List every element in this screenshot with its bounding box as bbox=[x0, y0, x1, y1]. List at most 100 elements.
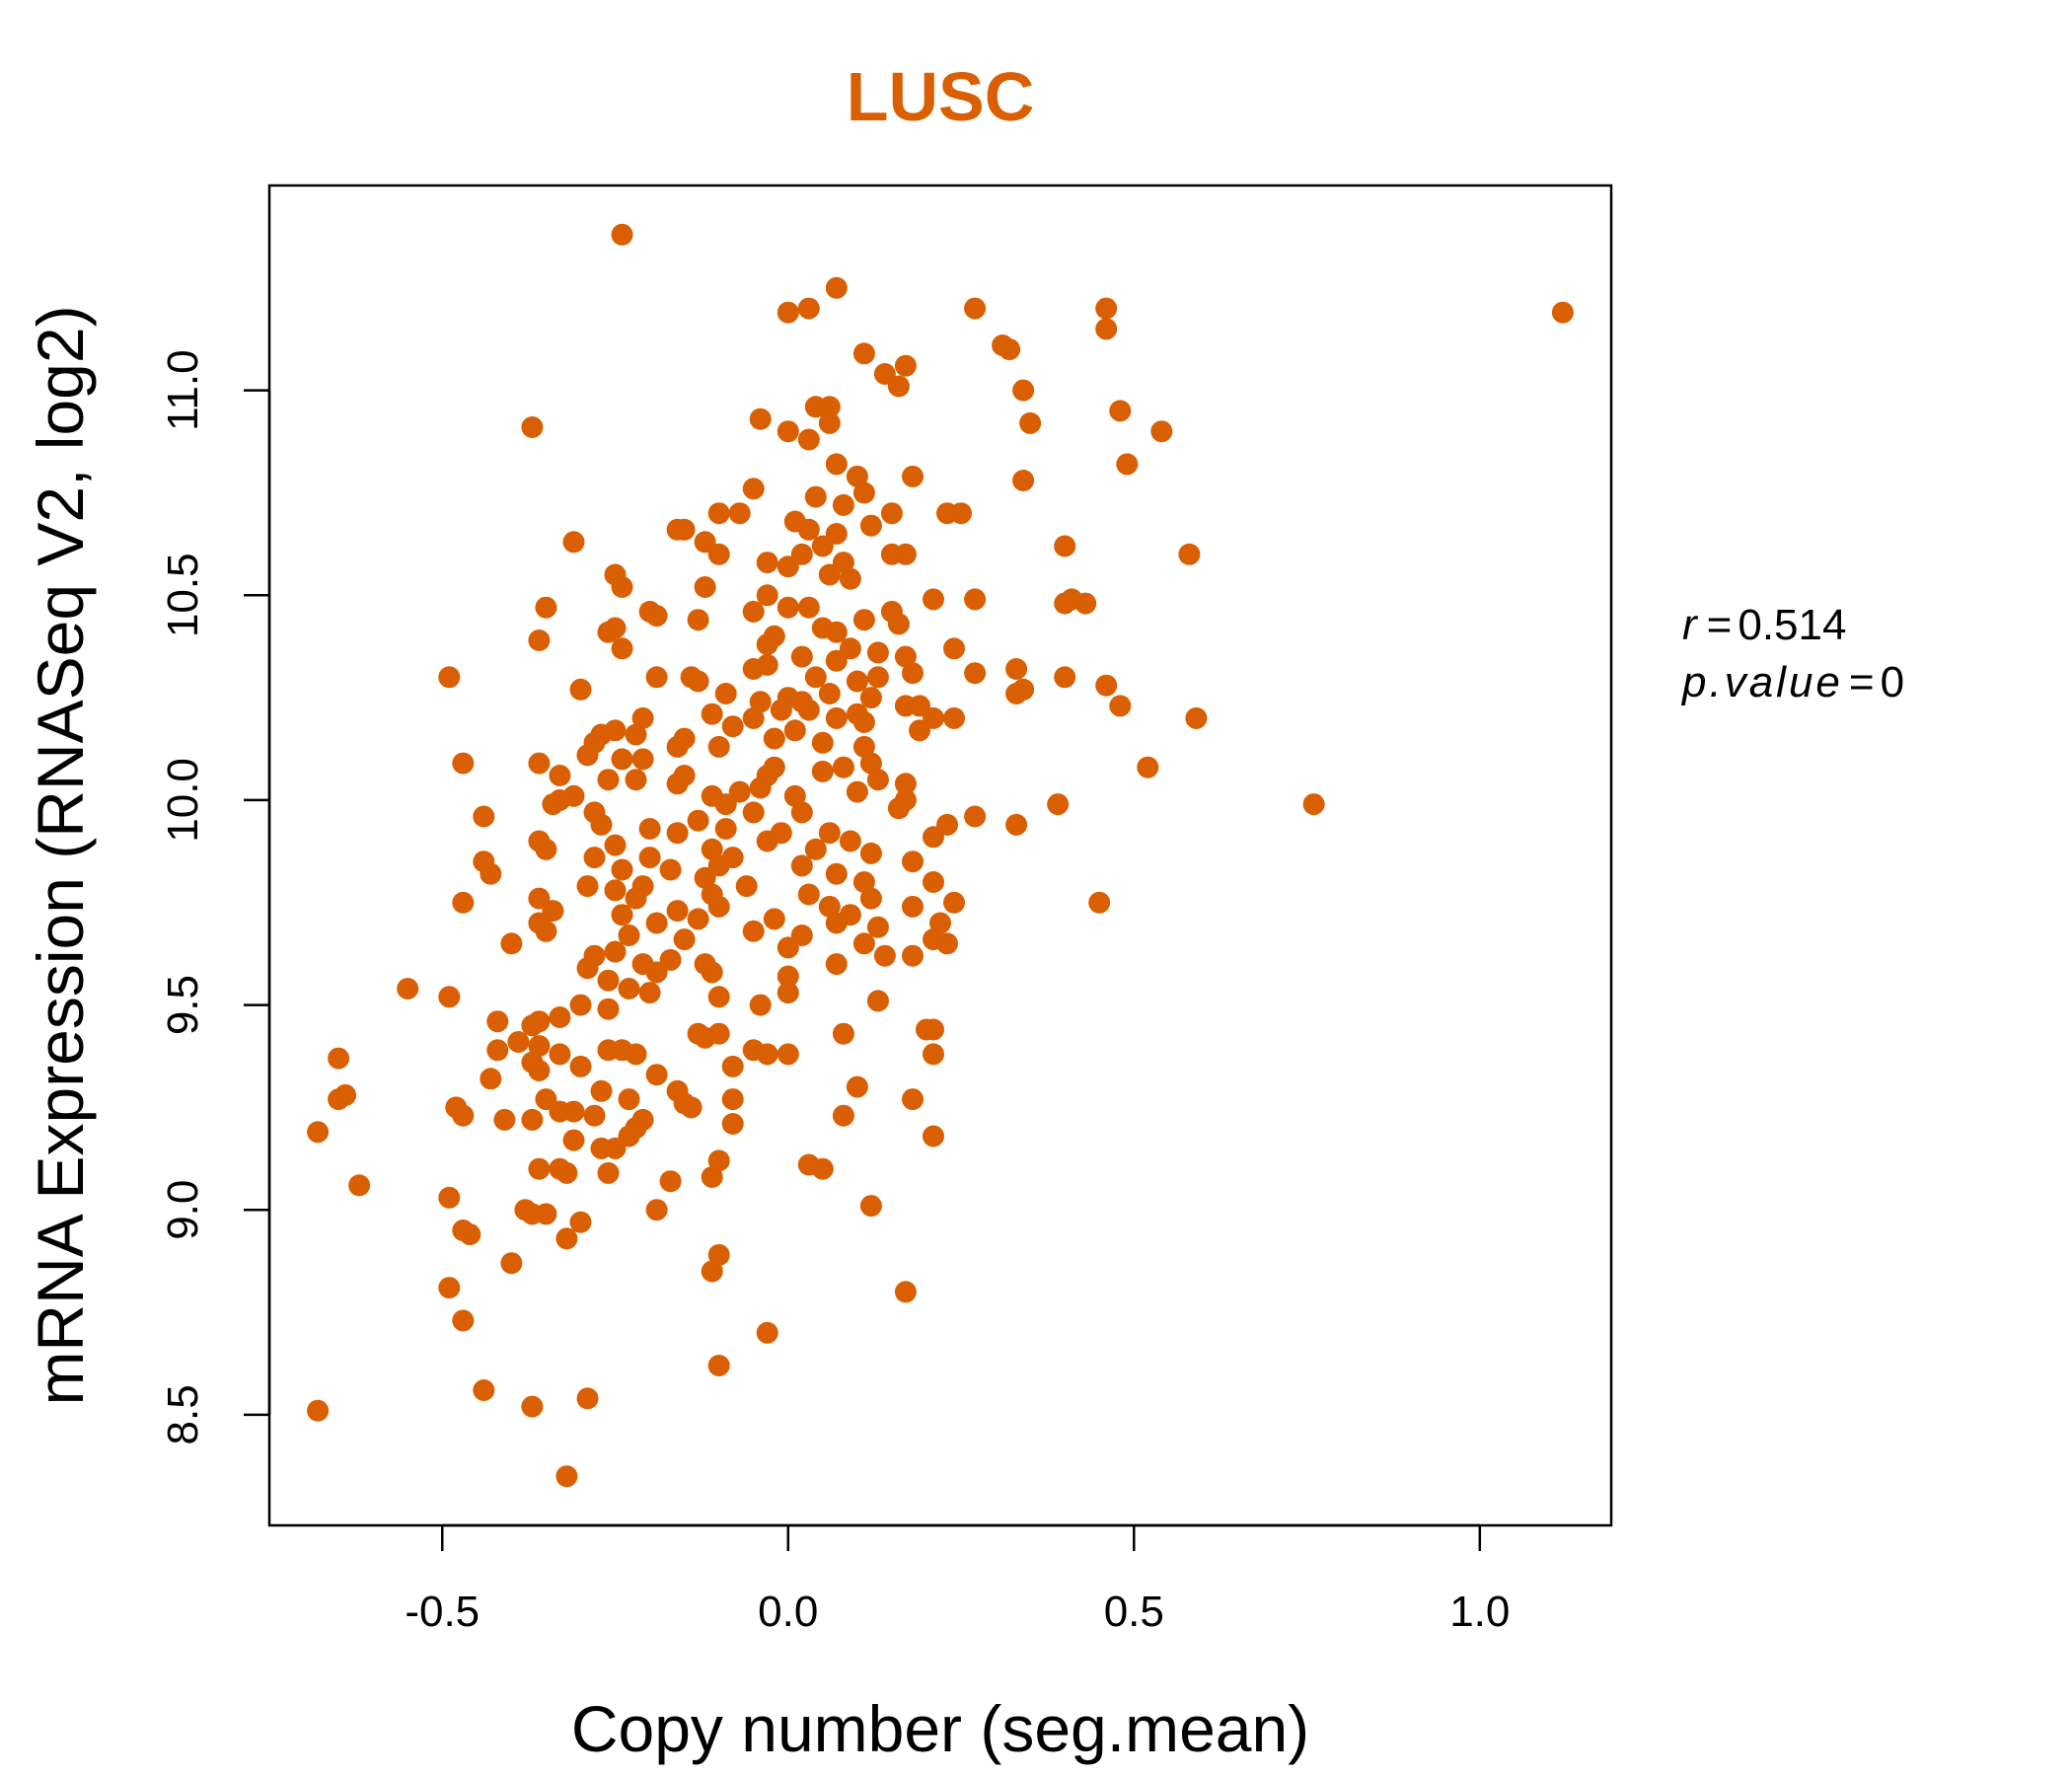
data-point bbox=[797, 699, 820, 721]
data-point bbox=[929, 912, 951, 934]
data-point bbox=[777, 301, 799, 324]
data-point bbox=[923, 826, 944, 849]
data-point bbox=[1095, 674, 1118, 697]
data-point bbox=[473, 1379, 495, 1401]
data-point bbox=[721, 1055, 744, 1077]
data-point bbox=[1005, 683, 1028, 704]
data-point bbox=[1054, 535, 1076, 557]
data-point bbox=[535, 1088, 557, 1111]
data-point bbox=[611, 858, 633, 881]
data-point bbox=[521, 1108, 544, 1131]
data-point bbox=[562, 531, 585, 554]
data-point bbox=[742, 920, 765, 942]
data-point bbox=[611, 637, 633, 660]
data-point bbox=[777, 936, 799, 959]
p-value: 0 bbox=[1881, 658, 1904, 706]
data-point bbox=[1019, 411, 1042, 434]
data-point bbox=[777, 1043, 799, 1066]
data-point bbox=[1185, 706, 1208, 729]
x-axis: -0.5 0.0 0.5 1.0 bbox=[405, 1523, 1510, 1636]
data-point bbox=[846, 670, 868, 693]
data-point bbox=[438, 666, 461, 689]
data-point bbox=[714, 683, 737, 704]
data-point bbox=[999, 338, 1021, 361]
data-point bbox=[818, 396, 841, 418]
data-point bbox=[852, 609, 875, 631]
data-point bbox=[666, 735, 689, 758]
data-point bbox=[721, 1113, 744, 1135]
data-point bbox=[763, 908, 785, 930]
data-point bbox=[583, 1104, 606, 1127]
data-point bbox=[859, 687, 882, 709]
data-point bbox=[625, 1043, 647, 1066]
data-point bbox=[818, 411, 841, 434]
data-point bbox=[707, 895, 730, 918]
data-point bbox=[749, 994, 772, 1016]
data-point bbox=[763, 727, 785, 750]
data-point bbox=[500, 1252, 523, 1275]
data-point bbox=[964, 805, 987, 828]
data-point bbox=[597, 998, 620, 1020]
r-label: r bbox=[1682, 601, 1699, 649]
y-axis-title: mRNA Expression (RNASeq V2, log2) bbox=[24, 305, 97, 1405]
data-point bbox=[576, 957, 599, 980]
data-point bbox=[873, 944, 896, 967]
data-point bbox=[797, 518, 820, 541]
data-point bbox=[638, 847, 661, 869]
data-point bbox=[507, 1031, 530, 1053]
data-point bbox=[749, 691, 772, 713]
svg-text:p.value=0: p.value = 0 bbox=[1680, 658, 1904, 706]
data-point bbox=[459, 1223, 481, 1246]
data-point bbox=[1109, 695, 1132, 717]
x-tick-label: 1.0 bbox=[1449, 1588, 1510, 1636]
data-point bbox=[645, 1064, 668, 1086]
data-point bbox=[1095, 318, 1118, 340]
data-point bbox=[452, 752, 475, 775]
data-point bbox=[521, 1014, 544, 1037]
data-point bbox=[923, 1043, 944, 1066]
data-point bbox=[535, 596, 557, 619]
data-point bbox=[756, 584, 778, 607]
y-tick-label: 10.0 bbox=[159, 758, 207, 843]
data-point bbox=[701, 838, 723, 860]
data-point bbox=[923, 1018, 944, 1041]
data-point bbox=[618, 978, 640, 999]
data-point bbox=[397, 978, 419, 999]
data-point bbox=[859, 752, 882, 775]
data-point bbox=[707, 502, 730, 525]
data-point bbox=[611, 223, 633, 246]
data-point bbox=[707, 1355, 730, 1376]
data-point bbox=[811, 760, 834, 782]
data-point bbox=[611, 904, 633, 926]
data-point bbox=[777, 965, 799, 988]
data-point bbox=[770, 699, 792, 721]
data-point bbox=[549, 765, 571, 786]
data-point bbox=[625, 887, 647, 910]
data-point bbox=[818, 822, 841, 845]
data-point bbox=[818, 683, 841, 704]
r-value: 0.514 bbox=[1738, 601, 1846, 649]
data-point bbox=[832, 756, 854, 778]
data-point bbox=[328, 1047, 350, 1070]
data-point bbox=[452, 1104, 475, 1127]
data-point bbox=[909, 695, 930, 717]
data-point bbox=[797, 596, 820, 619]
data-point bbox=[797, 883, 820, 906]
data-point bbox=[783, 719, 806, 742]
data-point bbox=[535, 1203, 557, 1225]
data-point bbox=[535, 838, 557, 860]
data-point bbox=[555, 1227, 578, 1250]
data-point bbox=[846, 780, 868, 803]
data-point bbox=[728, 780, 751, 803]
x-axis-title: Copy number (seg.mean) bbox=[571, 1692, 1309, 1765]
data-point bbox=[480, 1068, 502, 1090]
data-point bbox=[569, 994, 592, 1016]
data-point bbox=[307, 1399, 330, 1422]
data-point bbox=[825, 649, 848, 672]
data-point bbox=[859, 1195, 882, 1218]
data-point bbox=[1054, 666, 1076, 689]
data-point bbox=[542, 793, 564, 816]
data-point bbox=[783, 784, 806, 807]
data-point bbox=[825, 621, 848, 643]
data-point bbox=[694, 866, 716, 889]
